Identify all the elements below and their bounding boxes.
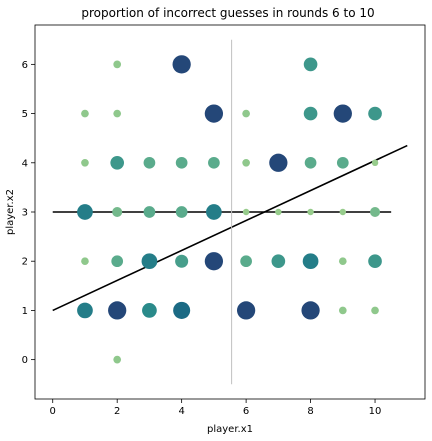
data-point: [339, 208, 347, 216]
x-tick-label: 8: [307, 406, 313, 417]
data-point: [302, 253, 319, 270]
data-point: [338, 306, 347, 315]
data-point: [368, 106, 382, 121]
data-point: [110, 155, 125, 170]
x-tick-label: 6: [243, 406, 249, 417]
data-point: [111, 255, 124, 268]
data-point: [208, 156, 220, 169]
data-point: [206, 204, 222, 220]
data-point: [242, 208, 250, 216]
data-point: [236, 301, 256, 320]
data-point: [204, 252, 224, 271]
data-point: [175, 206, 188, 218]
data-point: [303, 106, 318, 121]
data-point: [113, 60, 122, 69]
data-point: [77, 302, 93, 319]
x-tick-label: 0: [50, 406, 56, 417]
x-tick-label: 10: [369, 406, 382, 417]
reference-lines: [52, 39, 408, 385]
y-tick-label: 2: [22, 257, 28, 268]
data-point: [108, 301, 127, 320]
y-tick-label: 4: [22, 158, 28, 169]
chart-title: proportion of incorrect guesses in round…: [81, 6, 374, 20]
data-point: [240, 255, 252, 268]
data-point: [204, 104, 224, 123]
data-point: [81, 257, 89, 266]
y-tick-label: 0: [22, 355, 28, 366]
data-point: [141, 253, 158, 270]
data-point: [301, 301, 320, 320]
data-point: [77, 204, 93, 220]
data-point: [338, 257, 347, 266]
y-tick-label: 5: [22, 109, 28, 120]
data-point: [142, 303, 157, 318]
data-point: [307, 208, 314, 216]
data-point: [242, 158, 250, 167]
y-tick-label: 6: [22, 60, 28, 71]
data-point: [172, 55, 191, 74]
data-point: [81, 109, 89, 118]
data-point: [371, 306, 379, 315]
data-point: [173, 301, 191, 319]
data-points: [77, 55, 382, 364]
data-point: [81, 158, 89, 167]
data-point: [112, 206, 123, 218]
x-tick-label: 2: [114, 406, 120, 417]
data-point: [275, 208, 282, 216]
x-axis-label: player.x1: [207, 424, 253, 435]
y-tick-label: 1: [22, 306, 28, 317]
data-point: [269, 153, 288, 172]
data-point: [271, 254, 286, 269]
y-axis-label: player.x2: [5, 189, 16, 235]
data-point: [333, 104, 352, 123]
data-point: [113, 109, 122, 118]
data-point: [113, 355, 122, 364]
x-axis-ticks: 0 2 4 6 8 10: [50, 399, 382, 417]
y-tick-label: 3: [22, 208, 28, 219]
reference-line-0: [52, 144, 408, 312]
data-point: [370, 206, 381, 218]
data-point: [242, 109, 250, 118]
data-point: [143, 156, 156, 169]
data-point: [371, 159, 379, 167]
x-tick-label: 4: [178, 406, 184, 417]
y-axis-ticks: 0 1 2 3 4 5 6: [22, 60, 35, 366]
data-point: [304, 156, 317, 169]
data-point: [175, 156, 188, 169]
data-point: [368, 254, 382, 269]
data-point: [143, 206, 156, 218]
data-point: [303, 57, 318, 72]
data-point: [175, 254, 189, 268]
data-point: [336, 156, 349, 169]
